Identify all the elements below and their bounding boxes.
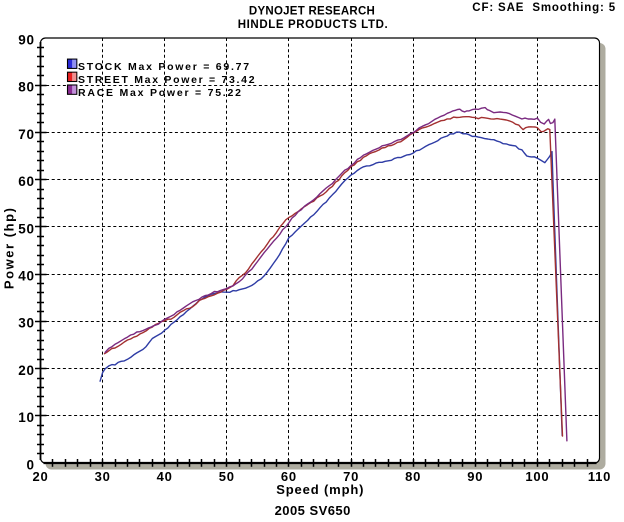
svg-text:HINDLE PRODUCTS LTD.: HINDLE PRODUCTS LTD. <box>238 19 389 31</box>
svg-text:90: 90 <box>18 32 35 47</box>
svg-text:Power (hp): Power (hp) <box>2 207 17 290</box>
svg-text:50: 50 <box>219 469 235 484</box>
svg-text:50: 50 <box>18 221 35 236</box>
svg-text:40: 40 <box>157 469 173 484</box>
svg-text:30: 30 <box>18 316 35 331</box>
svg-text:90: 90 <box>467 469 483 484</box>
svg-text:70: 70 <box>343 469 359 484</box>
svg-text:RACE Max Power = 75.22: RACE Max Power = 75.22 <box>78 87 243 99</box>
svg-text:80: 80 <box>405 469 421 484</box>
svg-text:STOCK Max Power = 69.77: STOCK Max Power = 69.77 <box>78 61 251 73</box>
svg-text:110: 110 <box>588 469 611 484</box>
svg-text:60: 60 <box>281 469 297 484</box>
svg-text:60: 60 <box>18 174 35 189</box>
svg-text:30: 30 <box>95 469 111 484</box>
svg-text:0: 0 <box>27 457 35 472</box>
svg-text:Speed (mph): Speed (mph) <box>276 482 364 497</box>
svg-text:100: 100 <box>525 469 549 484</box>
svg-text:CF: SAE Smoothing: 5: CF: SAE Smoothing: 5 <box>472 2 616 14</box>
svg-text:DYNOJET RESEARCH: DYNOJET RESEARCH <box>249 5 375 17</box>
svg-text:20: 20 <box>18 363 35 378</box>
svg-text:20: 20 <box>32 469 48 484</box>
svg-text:10: 10 <box>18 410 35 425</box>
svg-text:STREET Max Power = 73.42: STREET Max Power = 73.42 <box>78 74 256 86</box>
svg-text:70: 70 <box>18 127 35 142</box>
svg-text:40: 40 <box>18 269 35 284</box>
svg-text:80: 80 <box>18 80 35 95</box>
svg-text:2005 SV650: 2005 SV650 <box>275 503 351 517</box>
